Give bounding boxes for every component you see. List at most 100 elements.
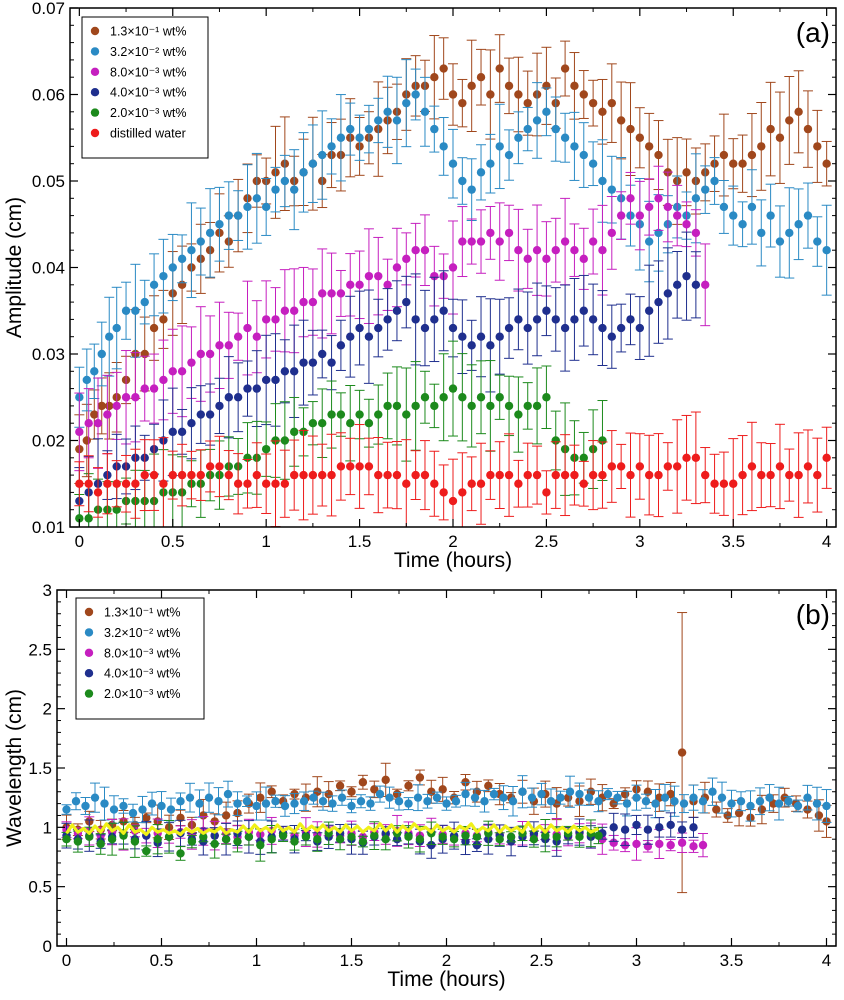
wavelength-data-point (484, 781, 493, 790)
wavelength-data-point (632, 839, 641, 849)
amplitude-data-point (710, 176, 719, 186)
amplitude-data-point (271, 185, 280, 194)
amplitude-data-point (346, 419, 355, 428)
amplitude-data-point (289, 185, 299, 194)
amplitude-data-point (588, 237, 598, 246)
amplitude-data-point (738, 220, 747, 229)
wavelength-data-point (166, 805, 176, 814)
wavelength-data-point (495, 835, 504, 844)
wavelength-data-point (814, 811, 824, 820)
wavelength-data-point (641, 797, 651, 806)
amplitude-series-5 (74, 411, 832, 528)
amplitude-data-point (392, 470, 402, 480)
amplitude-legend-label: 2.0×10⁻³ wt% (110, 106, 186, 120)
amplitude-legend-label: 4.0×10⁻³ wt% (110, 86, 186, 100)
amplitude-data-point (289, 306, 299, 315)
wavelength-data-point (499, 793, 508, 802)
wavelength-data-point (698, 840, 708, 850)
amplitude-data-point (383, 315, 392, 324)
amplitude-data-point (224, 341, 234, 350)
amplitude-data-point (402, 297, 411, 307)
amplitude-data-point (757, 142, 766, 151)
amplitude-data-point (318, 349, 327, 359)
amplitude-data-point (570, 81, 579, 91)
wavelength-x-tick-label: 4 (822, 951, 831, 970)
wavelength-data-point (575, 832, 584, 842)
amplitude-data-point (93, 419, 103, 428)
amplitude-data-point (97, 401, 106, 411)
amplitude-data-point (196, 237, 205, 246)
wavelength-data-point (185, 793, 195, 802)
amplitude-data-point (551, 124, 560, 134)
amplitude-data-point (112, 401, 121, 411)
wavelength-data-point (119, 831, 128, 840)
amplitude-data-point (747, 462, 757, 471)
amplitude-axis-ticks: 0 0.5 1 1.5 2 2.5 3 3.5 4 0.01 0.02 0.03 0.04 0.05 0.0… (32, 0, 836, 551)
amplitude-data-point (486, 401, 495, 411)
amplitude-x-tick-label: 1 (261, 532, 270, 551)
amplitude-data-point (411, 246, 420, 255)
amplitude-data-point (196, 470, 205, 480)
wavelength-legend-label: 2.0×10⁻³ wt% (104, 687, 180, 701)
amplitude-data-point (532, 401, 542, 411)
wavelength-data-point (620, 825, 630, 834)
amplitude-data-point (757, 470, 766, 480)
wavelength-data-point (655, 839, 664, 849)
amplitude-data-point (420, 470, 430, 480)
wavelength-data-point (594, 797, 603, 806)
wavelength-data-point (385, 793, 394, 802)
wavelength-x-tick-label: 1.5 (340, 951, 364, 970)
amplitude-data-point (168, 470, 177, 480)
amplitude-data-point (374, 116, 383, 125)
wavelength-data-point (256, 793, 265, 802)
amplitude-data-point (654, 150, 663, 160)
wavelength-data-point (698, 797, 708, 806)
wavelength-data-point (584, 793, 594, 802)
wavelength-x-tick-label: 0 (62, 951, 71, 970)
amplitude-data-point (215, 462, 224, 471)
wavelength-data-point (677, 748, 687, 757)
amplitude-data-point (196, 349, 205, 359)
amplitude-data-point (187, 419, 196, 428)
amplitude-data-point (411, 470, 420, 480)
amplitude-data-point (205, 228, 215, 238)
amplitude-data-point (233, 393, 243, 402)
wavelength-data-point (309, 793, 318, 802)
amplitude-data-point (701, 185, 710, 194)
amplitude-x-tick-label: 0.5 (161, 532, 185, 551)
wavelength-data-point (210, 839, 219, 849)
amplitude-series-2 (74, 165, 711, 472)
amplitude-data-point (663, 462, 673, 471)
amplitude-legend-marker (90, 108, 100, 117)
wavelength-data-point (552, 832, 561, 842)
wavelength-data-point (423, 797, 432, 806)
amplitude-data-point (252, 194, 262, 203)
amplitude-data-point (775, 237, 785, 246)
wavelength-data-point (472, 832, 482, 842)
amplitude-data-point (701, 470, 710, 480)
amplitude-data-point (439, 488, 448, 497)
amplitude-y-tick-label: 0.06 (32, 86, 65, 105)
amplitude-data-point (458, 332, 467, 341)
amplitude-data-point (308, 419, 318, 428)
amplitude-data-point (364, 271, 374, 281)
wavelength-data-point (313, 835, 322, 844)
amplitude-data-point (803, 211, 813, 220)
wavelength-data-point (147, 799, 157, 808)
amplitude-data-point (336, 410, 346, 419)
amplitude-data-point (691, 280, 701, 289)
amplitude-data-point (514, 315, 523, 324)
amplitude-data-point (747, 150, 757, 160)
amplitude-data-point (495, 332, 504, 341)
wavelength-data-point (164, 832, 174, 842)
wavelength-data-point (472, 840, 482, 850)
wavelength-y-tick-label: 3 (43, 581, 52, 600)
wavelength-data-point (199, 832, 208, 842)
amplitude-data-point (626, 194, 635, 203)
wavelength-legend-label: 1.3×10⁻¹ wt% (104, 606, 180, 620)
wavelength-data-point (290, 837, 299, 846)
amplitude-data-point (794, 220, 803, 229)
amplitude-data-point (598, 107, 607, 117)
amplitude-x-tick-label: 0 (75, 532, 84, 551)
wavelength-data-point (506, 832, 516, 842)
